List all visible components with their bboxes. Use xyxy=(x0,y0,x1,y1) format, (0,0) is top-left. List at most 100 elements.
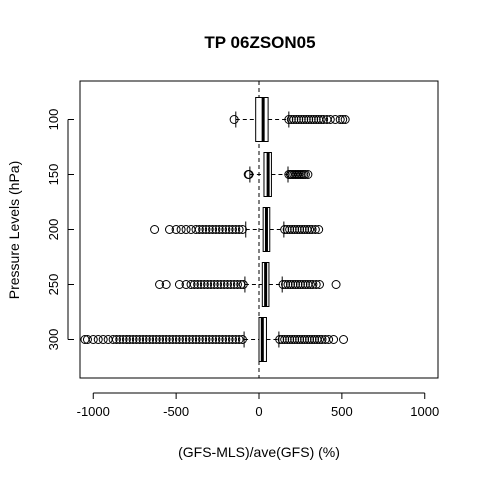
outlier-point xyxy=(309,115,319,124)
outlier-point xyxy=(335,115,345,124)
outlier-point xyxy=(174,335,184,344)
outlier-point xyxy=(338,115,348,124)
outlier-point xyxy=(88,335,98,344)
outlier-point xyxy=(307,225,317,234)
outlier-point xyxy=(303,170,313,179)
outlier-point xyxy=(203,280,213,289)
outlier-point xyxy=(165,225,174,234)
y-tick-label: 100 xyxy=(46,109,61,131)
outlier-point xyxy=(283,280,293,289)
outlier-point xyxy=(293,280,303,289)
chart-title: TP 06ZSON05 xyxy=(204,33,315,52)
outlier-point xyxy=(188,335,198,344)
outlier-point xyxy=(221,335,231,344)
outlier-point xyxy=(284,115,294,124)
outlier-point xyxy=(282,335,292,344)
outlier-point xyxy=(98,335,108,344)
outlier-point xyxy=(201,225,211,234)
outlier-point xyxy=(229,280,239,289)
outlier-point xyxy=(121,335,131,344)
outlier-point xyxy=(178,335,188,344)
outlier-point xyxy=(300,170,310,179)
outlier-point xyxy=(194,335,204,344)
outlier-point xyxy=(300,280,310,289)
outlier-point xyxy=(93,335,103,344)
outlier-point xyxy=(155,280,165,289)
outlier-point xyxy=(216,280,226,289)
outlier-point xyxy=(118,335,128,344)
outlier-point xyxy=(299,115,309,124)
outlier-point xyxy=(168,335,178,344)
outlier-point xyxy=(311,115,321,124)
outlier-point xyxy=(234,225,244,234)
outlier-point xyxy=(189,280,199,289)
outlier-point xyxy=(236,280,246,289)
outlier-point xyxy=(218,225,228,234)
outlier-point xyxy=(285,335,295,344)
outlier-point xyxy=(287,225,297,234)
outlier-point xyxy=(295,280,305,289)
outlier-point xyxy=(329,335,339,344)
outlier-point xyxy=(280,335,290,344)
outlier-point xyxy=(232,280,242,289)
y-tick-label: 200 xyxy=(46,219,61,241)
outlier-point xyxy=(316,115,326,124)
outlier-point xyxy=(234,335,244,344)
x-tick-label: -1000 xyxy=(77,404,110,419)
outlier-point xyxy=(218,335,228,344)
outlier-point xyxy=(292,225,302,234)
outlier-point xyxy=(297,335,307,344)
outlier-point xyxy=(296,115,306,124)
outlier-point xyxy=(302,335,312,344)
x-tick-label: 0 xyxy=(255,404,262,419)
outlier-point xyxy=(290,280,300,289)
outlier-point xyxy=(281,280,291,289)
outlier-point xyxy=(314,225,324,234)
outlier-point xyxy=(176,225,186,234)
outlier-point xyxy=(331,280,341,289)
outlier-point xyxy=(300,335,310,344)
outlier-point xyxy=(297,225,307,234)
outlier-point xyxy=(191,335,201,344)
outlier-point xyxy=(209,280,219,289)
outlier-point xyxy=(237,335,247,344)
x-tick-label: 500 xyxy=(331,404,353,419)
outlier-point xyxy=(287,335,297,344)
outlier-point xyxy=(155,335,165,344)
outlier-point xyxy=(135,335,145,344)
outlier-point xyxy=(161,280,171,289)
y-tick-label: 150 xyxy=(46,164,61,186)
outlier-point xyxy=(141,335,151,344)
outlier-point xyxy=(186,280,196,289)
outlier-point xyxy=(193,280,203,289)
outlier-point xyxy=(206,280,216,289)
outlier-point xyxy=(128,335,138,344)
outlier-point xyxy=(305,225,315,234)
y-axis-label: Pressure Levels (hPa) xyxy=(6,161,22,300)
outlier-point xyxy=(184,335,194,344)
outlier-point xyxy=(148,335,158,344)
outlier-point xyxy=(198,225,208,234)
outlier-point xyxy=(339,335,349,344)
outlier-point xyxy=(214,335,224,344)
outlier-point xyxy=(165,335,174,344)
outlier-point xyxy=(125,335,135,344)
outlier-point xyxy=(277,335,287,344)
outlier-point xyxy=(208,225,218,234)
outlier-point xyxy=(213,280,223,289)
outlier-point xyxy=(231,335,241,344)
outlier-point xyxy=(214,225,224,234)
outlier-point xyxy=(224,225,234,234)
outlier-point xyxy=(285,280,295,289)
outlier-point xyxy=(226,280,236,289)
outlier-point xyxy=(199,280,209,289)
outlier-point xyxy=(325,115,335,124)
outlier-point xyxy=(231,225,241,234)
outlier-point xyxy=(208,335,218,344)
y-tick-label: 300 xyxy=(46,329,61,351)
outlier-point xyxy=(291,115,301,124)
outlier-point xyxy=(282,225,292,234)
outlier-point xyxy=(290,335,300,344)
outlier-point xyxy=(204,225,214,234)
